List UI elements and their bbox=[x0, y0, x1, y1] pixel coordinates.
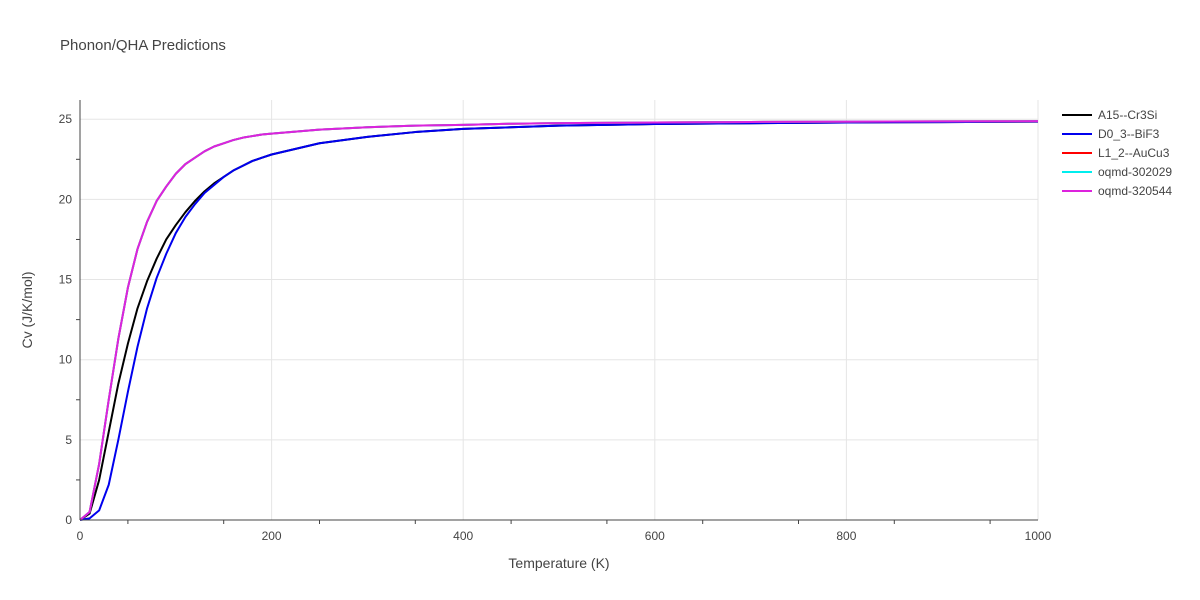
y-tick-label: 5 bbox=[65, 433, 72, 447]
series-line-3[interactable] bbox=[79, 120, 1039, 521]
legend-label: L1_2--AuCu3 bbox=[1098, 146, 1170, 160]
x-tick-label: 0 bbox=[77, 529, 84, 543]
legend-item-1[interactable]: A15--Cr3Si bbox=[1062, 108, 1157, 122]
y-tick-label: 20 bbox=[59, 192, 73, 206]
y-tick-label: 25 bbox=[59, 112, 73, 126]
series-line-1[interactable] bbox=[79, 120, 1039, 521]
legend[interactable]: A15--Cr3Si D0_3--BiF3 L1_2--AuCu3 oqmd-3020… bbox=[1062, 108, 1172, 198]
legend-label: oqmd-302029 bbox=[1098, 165, 1172, 179]
legend-label: D0_3--BiF3 bbox=[1098, 127, 1160, 141]
grid bbox=[80, 100, 1039, 520]
series-line-4[interactable] bbox=[79, 120, 1039, 521]
x-tick-label: 600 bbox=[645, 529, 665, 543]
x-tick-label: 800 bbox=[836, 529, 856, 543]
legend-item-4[interactable]: oqmd-302029 bbox=[1062, 165, 1172, 179]
legend-item-2[interactable]: D0_3--BiF3 bbox=[1062, 127, 1160, 141]
legend-label: oqmd-320544 bbox=[1098, 184, 1172, 198]
x-axis-title: Temperature (K) bbox=[508, 555, 609, 571]
legend-item-3[interactable]: L1_2--AuCu3 bbox=[1062, 146, 1170, 160]
axes: 0 200 400 600 800 1000 0 5 10 15 20 25 bbox=[59, 100, 1052, 543]
y-tick-label: 10 bbox=[59, 353, 73, 367]
plot-area[interactable] bbox=[79, 120, 1039, 521]
legend-item-5[interactable]: oqmd-320544 bbox=[1062, 184, 1172, 198]
x-tick-label: 1000 bbox=[1025, 529, 1052, 543]
y-tick-label: 0 bbox=[65, 513, 72, 527]
legend-label: A15--Cr3Si bbox=[1098, 108, 1157, 122]
series-line-5[interactable] bbox=[79, 120, 1039, 521]
y-axis-title: Cv (J/K/mol) bbox=[19, 272, 35, 349]
x-tick-label: 200 bbox=[262, 529, 282, 543]
chart-title: Phonon/QHA Predictions bbox=[60, 37, 226, 54]
x-tick-label: 400 bbox=[453, 529, 473, 543]
y-tick-label: 15 bbox=[59, 273, 73, 287]
series-line-2[interactable] bbox=[79, 120, 1039, 521]
